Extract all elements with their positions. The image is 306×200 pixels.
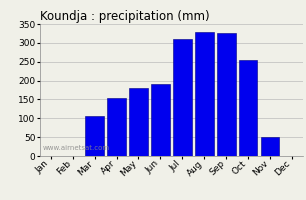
Text: Koundja : precipitation (mm): Koundja : precipitation (mm) <box>40 10 209 23</box>
Bar <box>107 98 126 156</box>
Bar <box>151 84 170 156</box>
Bar <box>195 32 214 156</box>
Bar <box>217 33 236 156</box>
Text: www.airnetsat.com: www.airnetsat.com <box>43 145 110 151</box>
Bar <box>85 116 104 156</box>
Bar <box>239 60 257 156</box>
Bar <box>129 88 148 156</box>
Bar <box>261 137 279 156</box>
Bar <box>173 39 192 156</box>
